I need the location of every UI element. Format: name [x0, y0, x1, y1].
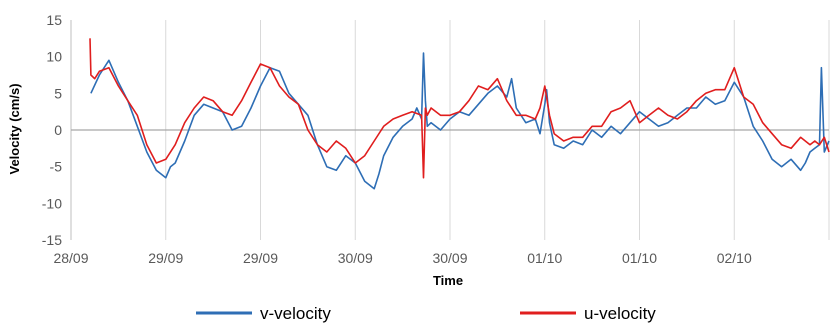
- x-tick-label: 29/09: [243, 250, 278, 266]
- y-tick-label: 0: [54, 122, 62, 138]
- legend-label-u-velocity: u-velocity: [584, 304, 656, 323]
- series-line-u-velocity: [89, 38, 830, 179]
- x-tick-label: 29/09: [148, 250, 183, 266]
- x-axis-title: Time: [433, 273, 463, 288]
- y-tick-label: -5: [50, 159, 63, 175]
- series-group: [89, 38, 830, 190]
- x-tick-label: 01/10: [527, 250, 562, 266]
- x-tick-label: 30/09: [432, 250, 467, 266]
- x-tick-label: 30/09: [338, 250, 373, 266]
- y-tick-label: -10: [42, 195, 62, 211]
- y-axis-title: Velocity (cm/s): [7, 83, 22, 174]
- x-axis-ticks: 28/09 29/09 29/09 30/09 30/09 01/10 01/10 02/10: [53, 250, 751, 266]
- y-tick-label: 15: [46, 12, 62, 28]
- x-tick-label: 28/09: [53, 250, 88, 266]
- gridlines: [70, 20, 830, 240]
- legend-label-v-velocity: v-velocity: [260, 304, 331, 323]
- y-tick-label: 10: [46, 49, 62, 65]
- series-line-v-velocity: [90, 52, 830, 190]
- legend: v-velocity u-velocity: [196, 304, 656, 323]
- y-tick-label: -15: [42, 232, 62, 248]
- x-tick-label: 02/10: [717, 250, 752, 266]
- y-tick-label: 5: [54, 85, 62, 101]
- x-tick-label: 01/10: [622, 250, 657, 266]
- y-axis-ticks: -15 -10 -5 0 5 10 15: [42, 12, 62, 248]
